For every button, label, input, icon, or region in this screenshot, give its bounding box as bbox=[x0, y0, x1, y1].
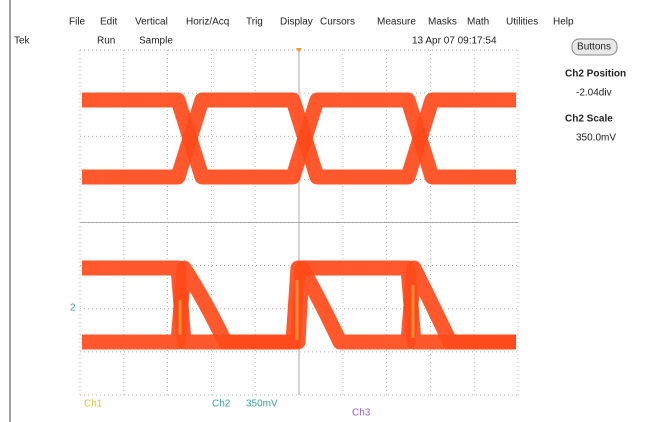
scale-title: Ch2 Scale bbox=[565, 114, 613, 125]
menu-item[interactable]: File bbox=[69, 17, 86, 28]
ch2-readout: Ch2 bbox=[212, 399, 231, 410]
run-state: Run bbox=[97, 36, 115, 47]
menu-item[interactable]: Math bbox=[467, 17, 489, 28]
buttons-button[interactable] bbox=[571, 38, 618, 56]
menu-item[interactable]: Horiz/Acq bbox=[186, 17, 229, 28]
menu-item[interactable]: Utilities bbox=[506, 17, 538, 28]
menu-item[interactable]: Vertical bbox=[135, 17, 168, 28]
edge-trace bbox=[178, 280, 415, 340]
menu-bar: File Edit Vertical Horiz/Acq Trig Display Curs… bbox=[69, 17, 574, 28]
position-value: -2.04div bbox=[576, 88, 612, 99]
menu-item[interactable]: Measure bbox=[377, 17, 416, 28]
menu-item[interactable]: Help bbox=[553, 17, 574, 28]
brand: Tek bbox=[14, 36, 31, 47]
buttons-label[interactable]: Buttons bbox=[577, 42, 611, 53]
acq-mode: Sample bbox=[139, 36, 173, 47]
menu-item[interactable]: Edit bbox=[100, 17, 117, 28]
eye-trace bbox=[82, 260, 516, 350]
ch3-readout: Ch3 bbox=[352, 408, 371, 419]
menu-item[interactable]: Cursors bbox=[320, 17, 355, 28]
menu-item[interactable]: Trig bbox=[246, 17, 263, 28]
trigger-marker bbox=[296, 48, 302, 53]
menu-item[interactable]: Masks bbox=[428, 17, 457, 28]
datetime: 13 Apr 07 09:17:54 bbox=[412, 36, 497, 47]
ch2-scale-readout: 350mV bbox=[246, 399, 278, 410]
menu-item[interactable]: Display bbox=[280, 17, 313, 28]
position-title: Ch2 Position bbox=[565, 69, 626, 80]
scale-value: 350.0mV bbox=[576, 133, 616, 144]
channel-marker: 2 bbox=[70, 303, 76, 314]
eye-trace bbox=[82, 92, 516, 185]
ch1-readout: Ch1 bbox=[84, 399, 103, 410]
